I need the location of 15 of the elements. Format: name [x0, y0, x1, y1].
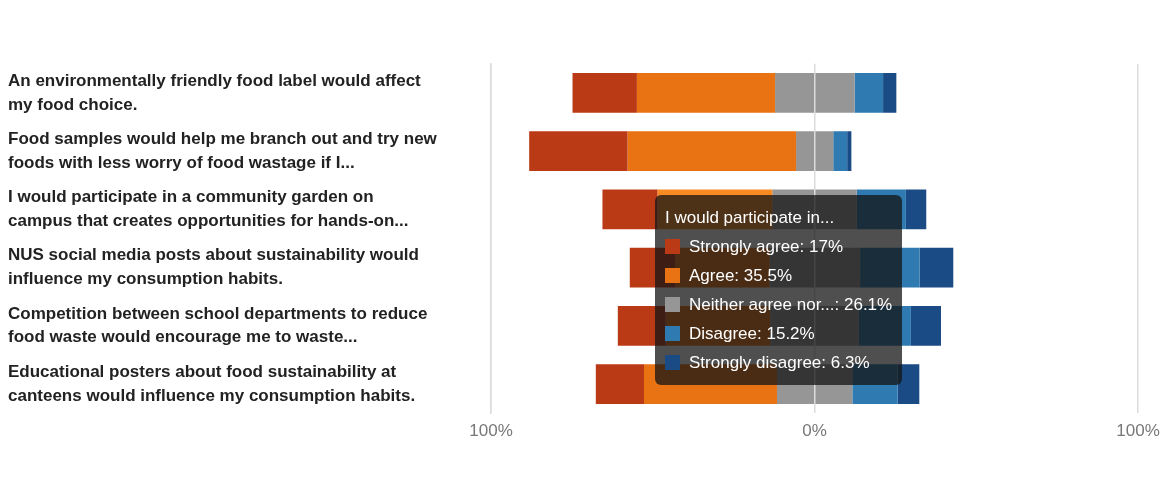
y-tick-label: NUS social media posts about sustainability would influence my consumption habits. [8, 245, 419, 289]
annotation: Neither agree nor...: 26.1% [689, 294, 893, 316]
y-tick-label: I would participate in a community garden on campus that creates opportunities for hands-on... [8, 187, 409, 230]
annotation: Strongly agree: 17% [689, 236, 844, 258]
annotation: I would participate in... [665, 207, 836, 229]
annotation: Agree: 35.5% [689, 265, 793, 287]
y-tick-label: Competition between school departments to reduce food waste would encourage me to waste... [8, 303, 428, 347]
annotation: Disagree: 15.2% [689, 323, 815, 345]
x-tick-label: 100% [469, 421, 513, 441]
x-tick-label: 100% [1116, 421, 1160, 441]
y-tick-label: Food samples would help me branch out and try new foods with less worry of food wastage if I... [8, 128, 438, 172]
y-tick-label: Educational posters about food sustainability at canteens would influence my consumption habits. [8, 361, 416, 405]
y-tick-label: An environmentally friendly food label would affect my food choice. [8, 70, 422, 114]
x-tick-label: 0% [802, 421, 827, 441]
annotation: Strongly disagree: 6.3% [689, 352, 870, 374]
